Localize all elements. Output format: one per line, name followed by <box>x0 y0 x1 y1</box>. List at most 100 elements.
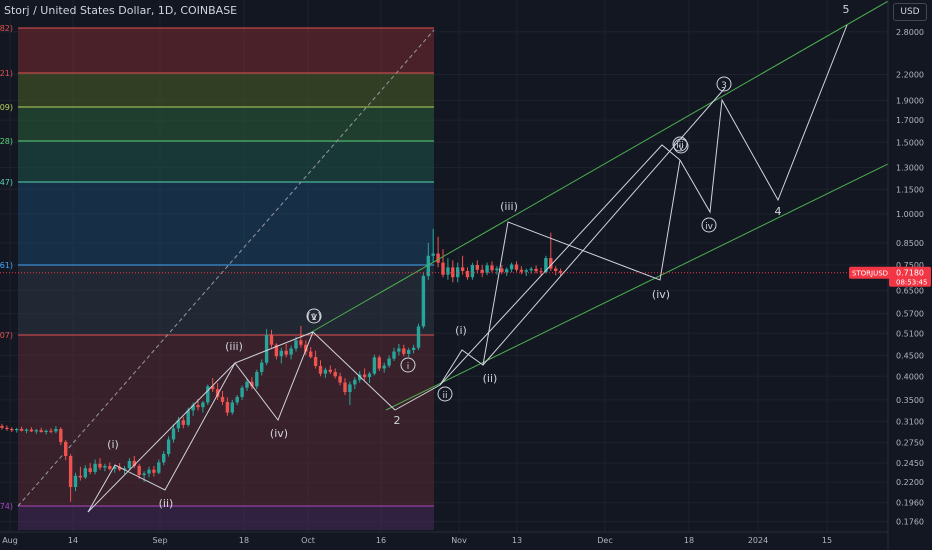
candle-body <box>166 439 171 454</box>
candle-body <box>490 265 494 271</box>
candle-body <box>485 265 489 273</box>
currency-button[interactable]: USD <box>893 3 927 21</box>
candle-body <box>505 269 509 273</box>
fib-trend-line <box>17 29 435 507</box>
candle-body <box>73 475 78 488</box>
candle-body <box>524 270 528 272</box>
candle-body <box>294 340 298 349</box>
date-tick: Aug <box>2 536 18 545</box>
wave-label: 2 <box>394 414 401 427</box>
candle-body <box>137 465 141 476</box>
candle-body <box>514 264 519 270</box>
candle-body <box>83 468 87 478</box>
wave-label-circle <box>716 76 732 92</box>
candle-body <box>127 460 132 469</box>
trend-channel <box>309 0 891 411</box>
wave-label: ii <box>442 391 447 401</box>
price-tick: 0.5700 <box>896 310 924 319</box>
candle-body <box>402 348 406 354</box>
candle-body <box>387 358 391 366</box>
candle-body <box>456 267 460 278</box>
candle-body <box>29 429 34 432</box>
candle-body <box>436 253 440 263</box>
date-tick: 18 <box>684 536 694 545</box>
candle-body <box>441 262 445 275</box>
candle-body <box>152 469 156 473</box>
fib-level-label: 921) <box>0 69 13 78</box>
candle-body <box>348 384 352 393</box>
candle-body <box>377 357 381 369</box>
candle-body <box>554 268 558 271</box>
time-axis[interactable]: Aug 14 Sep 18 Oct 16 Nov 13 Dec 18 2024 15 <box>0 531 888 545</box>
candle-body <box>260 362 264 372</box>
fib-band <box>18 335 434 506</box>
candle-body <box>460 267 465 271</box>
wave-label: 5 <box>843 3 850 16</box>
wave-label: (ii) <box>159 497 174 510</box>
candle-body <box>186 410 190 425</box>
chart-title: Storj / United States Dollar, 1D, COINBA… <box>4 4 238 17</box>
fib-level-label: 082) <box>0 24 13 33</box>
candle-body <box>0 426 4 428</box>
fibonacci-retracement: 082) 921) 409) 028) 947) 561) 107) 974) <box>0 24 435 530</box>
wave-projection <box>679 24 848 214</box>
countdown-value: 08:53:45 <box>896 279 927 287</box>
wave-diagonal <box>87 331 314 513</box>
candle-body <box>544 258 548 273</box>
candle-body <box>495 268 499 271</box>
wave-label: (i) <box>455 324 467 337</box>
candle-body <box>108 465 112 469</box>
candle-body <box>220 396 225 402</box>
candle-body <box>34 430 38 432</box>
candle-body <box>44 430 48 433</box>
candle-body <box>274 344 279 357</box>
candle-body <box>558 270 563 273</box>
candle-body <box>250 381 254 387</box>
price-tick: 1.7000 <box>896 116 924 125</box>
fib-band <box>18 265 434 335</box>
candle-body <box>201 402 205 408</box>
wave-label: iii <box>676 141 684 151</box>
candle-body <box>299 340 303 345</box>
candle-body <box>309 351 313 358</box>
candle-body <box>181 420 185 425</box>
candle-body <box>142 473 146 476</box>
price-tick: 0.3500 <box>896 396 924 405</box>
price-tick: 1.0000 <box>896 210 924 219</box>
channel-lower-line <box>385 162 891 411</box>
candle-body <box>98 463 102 468</box>
fib-level-label: 561) <box>0 261 13 270</box>
price-tick: 0.2200 <box>896 478 924 487</box>
wave-upper-guide <box>439 144 681 386</box>
price-tick: 0.5100 <box>896 329 924 338</box>
candle-body <box>68 455 73 488</box>
candle-body <box>54 428 58 432</box>
candle-body <box>103 465 107 468</box>
candle-body <box>333 371 337 377</box>
candle-body <box>446 267 450 275</box>
candle-body <box>5 427 9 429</box>
fib-band <box>18 141 434 182</box>
channel-upper-line <box>309 0 891 334</box>
candle-body <box>407 350 411 354</box>
wave-label-circle <box>701 217 717 233</box>
candle-body <box>19 428 24 431</box>
candle-body <box>157 462 161 473</box>
wave-label-circle <box>437 386 453 402</box>
candle-body <box>176 420 181 429</box>
candles <box>0 228 563 502</box>
candle-body <box>328 369 332 372</box>
candle-body <box>338 376 342 383</box>
date-tick: 2024 <box>748 536 768 545</box>
candle-body <box>39 430 43 433</box>
symbol-tag-text: STORJUSD <box>852 270 888 278</box>
fib-band <box>18 107 434 141</box>
candle-body <box>529 268 533 271</box>
candle-body <box>211 386 215 390</box>
candle-body <box>284 350 288 355</box>
candle-body <box>323 369 328 374</box>
candle-body <box>191 405 195 411</box>
fib-level-label: 974) <box>0 502 13 511</box>
